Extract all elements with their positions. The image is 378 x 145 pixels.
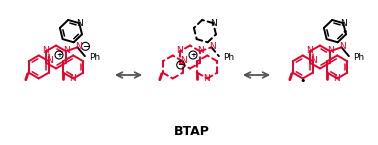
Text: N: N bbox=[306, 46, 312, 55]
Text: N: N bbox=[327, 46, 334, 55]
Text: N: N bbox=[339, 42, 346, 51]
Text: N: N bbox=[203, 74, 210, 83]
Text: N: N bbox=[176, 46, 183, 55]
Text: −: − bbox=[177, 60, 184, 69]
Text: N: N bbox=[42, 46, 48, 55]
Text: Ph: Ph bbox=[353, 53, 364, 62]
Text: N: N bbox=[75, 42, 82, 51]
Text: N: N bbox=[210, 19, 217, 28]
Text: N: N bbox=[340, 19, 347, 28]
Text: N: N bbox=[310, 56, 317, 65]
Text: N: N bbox=[197, 46, 204, 55]
Text: Ph: Ph bbox=[223, 53, 234, 62]
Text: N: N bbox=[46, 56, 53, 65]
Text: •: • bbox=[299, 76, 306, 86]
Text: +: + bbox=[190, 52, 196, 58]
Text: +: + bbox=[56, 52, 62, 58]
Text: −: − bbox=[82, 42, 89, 51]
Text: N: N bbox=[63, 46, 70, 55]
Text: BTAP: BTAP bbox=[174, 125, 210, 138]
Text: Ph: Ph bbox=[89, 53, 100, 62]
Text: •: • bbox=[342, 27, 348, 37]
Text: N: N bbox=[69, 74, 76, 83]
Text: N: N bbox=[333, 74, 339, 83]
Text: N: N bbox=[180, 56, 187, 65]
Text: N: N bbox=[76, 19, 83, 28]
Text: N: N bbox=[209, 42, 216, 51]
